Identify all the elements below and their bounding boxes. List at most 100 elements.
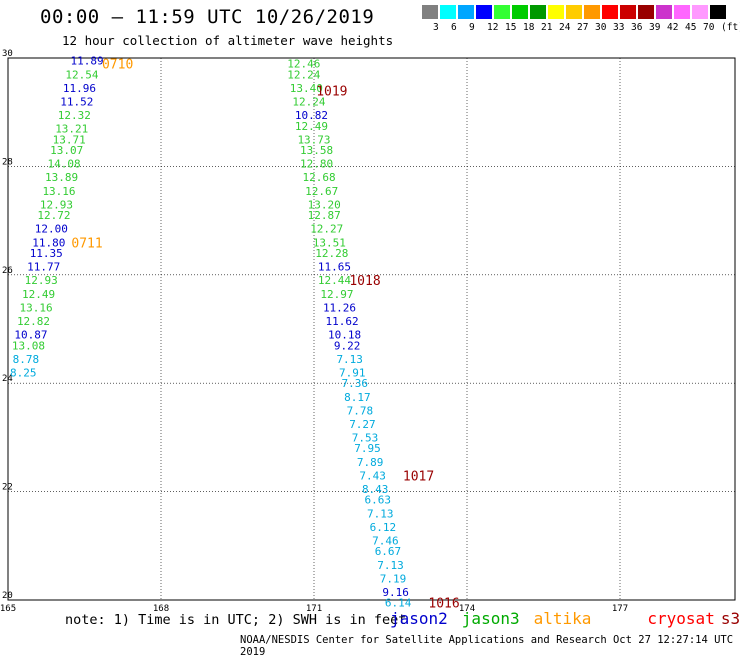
legend-swatch — [656, 5, 672, 19]
wave-height-value: 12.93 — [40, 198, 73, 211]
wave-height-value: 13.71 — [53, 133, 86, 146]
pass-time-label: 1017 — [403, 469, 434, 484]
wave-height-value: 12.93 — [25, 274, 58, 287]
lat-tick-label: 24 — [2, 374, 13, 384]
wave-height-value: 8.78 — [13, 353, 40, 366]
wave-height-value: 7.89 — [357, 456, 384, 469]
legend-label: 36 — [631, 22, 643, 33]
wave-height-value: 6.14 — [385, 597, 412, 610]
legend-swatch — [494, 5, 510, 19]
wave-height-value: 12.87 — [308, 209, 341, 222]
legend-label: 21 — [541, 22, 553, 33]
wave-height-value: 13.07 — [50, 144, 83, 157]
wave-height-value: 7.78 — [347, 404, 374, 417]
wave-height-value: 13.08 — [12, 339, 45, 352]
wave-height-value: 12.97 — [320, 288, 353, 301]
legend-label: 18 — [523, 22, 535, 33]
wave-height-value: 12.49 — [22, 288, 55, 301]
lat-tick-label: 28 — [2, 157, 13, 167]
lon-tick-label: 177 — [612, 604, 628, 614]
pass-time-label: 1016 — [428, 597, 459, 612]
lat-tick-label: 30 — [2, 49, 13, 59]
legend-label: 45 — [685, 22, 697, 33]
credit-line: NOAA/NESDIS Center for Satellite Applica… — [240, 634, 734, 658]
wave-height-value: 7.36 — [342, 377, 369, 390]
wave-height-value: 7.46 — [372, 534, 399, 547]
wave-height-value: 7.19 — [380, 572, 407, 585]
wave-height-value: 12.80 — [300, 158, 333, 171]
map-frame — [7, 57, 736, 601]
lat-tick-label: 20 — [2, 591, 13, 601]
wave-height-value: 11.62 — [325, 315, 358, 328]
wave-height-value: 6.63 — [365, 494, 392, 507]
wave-height-value: 11.65 — [318, 261, 351, 274]
wave-height-value: 7.95 — [354, 442, 381, 455]
wave-height-value: 7.13 — [367, 507, 394, 520]
pass-time-label: 1019 — [316, 85, 347, 100]
legend-label: 33 — [613, 22, 625, 33]
lon-tick-label: 171 — [306, 604, 322, 614]
pass-time-label: 0710 — [102, 57, 133, 72]
wave-height-value: 8.25 — [10, 366, 37, 379]
legend-swatch — [476, 5, 492, 19]
wave-height-value: 6.67 — [375, 545, 402, 558]
satellite-name: cryosat — [647, 609, 715, 628]
legend-swatch — [422, 5, 438, 19]
pass-time-label: 0711 — [71, 236, 102, 251]
satellite-legend: jason2 jason3 altika cryosat s3a — [390, 609, 740, 628]
legend-swatch — [548, 5, 564, 19]
wave-height-value: 12.54 — [65, 68, 98, 81]
legend-swatch — [512, 5, 528, 19]
legend-label: 12 — [487, 22, 499, 33]
wave-height-value: 12.46 — [287, 57, 320, 70]
wave-height-value: 11.80 — [32, 236, 65, 249]
lon-tick-label: 174 — [459, 604, 475, 614]
wave-height-value: 11.35 — [30, 247, 63, 260]
wave-height-value: 12.00 — [35, 223, 68, 236]
legend-swatch — [440, 5, 456, 19]
wave-height-value: 11.96 — [63, 82, 96, 95]
wave-height-value: 13.40 — [290, 82, 323, 95]
wave-height-value: 7.91 — [339, 366, 366, 379]
wave-height-value: 12.67 — [305, 185, 338, 198]
wave-height-value: 10.18 — [328, 328, 361, 341]
legend-label: 9 — [469, 22, 475, 33]
wave-height-value: 7.53 — [352, 431, 379, 444]
legend-swatch — [638, 5, 654, 19]
wave-height-value: 12.24 — [292, 95, 325, 108]
satellite-name: jason2 — [390, 609, 448, 628]
satellite-name: s3a — [720, 609, 740, 628]
wave-height-value: 14.08 — [48, 158, 81, 171]
satellite-name: jason3 — [461, 609, 520, 628]
legend-swatch — [710, 5, 726, 19]
wave-height-value: 12.72 — [37, 209, 70, 222]
wave-height-value: 12.68 — [303, 171, 336, 184]
legend-label: 15 — [505, 22, 517, 33]
wave-height-value: 10.82 — [295, 109, 328, 122]
wave-height-value: 12.32 — [58, 109, 91, 122]
legend-label: 70 — [703, 22, 715, 33]
legend-label: 6 — [451, 22, 457, 33]
wave-height-value: 10.87 — [14, 328, 47, 341]
wave-height-value: 13.73 — [297, 133, 330, 146]
legend-label: 39 — [649, 22, 661, 33]
wave-height-value: 11.77 — [27, 261, 60, 274]
legend-label: 42 — [667, 22, 679, 33]
wave-height-value: 7.27 — [349, 418, 376, 431]
pass-time-label: 1018 — [349, 274, 380, 289]
wave-height-value: 13.21 — [55, 122, 88, 135]
legend-swatch — [620, 5, 636, 19]
lon-tick-label: 168 — [153, 604, 169, 614]
wave-height-value: 8.17 — [344, 391, 371, 404]
lat-tick-label: 26 — [2, 266, 13, 276]
wave-height-value: 12.82 — [17, 315, 50, 328]
legend-swatch — [566, 5, 582, 19]
footnote: note: 1) Time is in UTC; 2) SWH is in fe… — [65, 612, 407, 628]
wave-height-value: 7.13 — [377, 559, 404, 572]
legend-swatch — [530, 5, 546, 19]
satellite-name: altika — [533, 609, 592, 628]
wave-height-value: 13.58 — [300, 144, 333, 157]
wave-height-value: 13.16 — [19, 301, 52, 314]
wave-height-value: 12.44 — [318, 274, 351, 287]
legend-label: 24 — [559, 22, 571, 33]
